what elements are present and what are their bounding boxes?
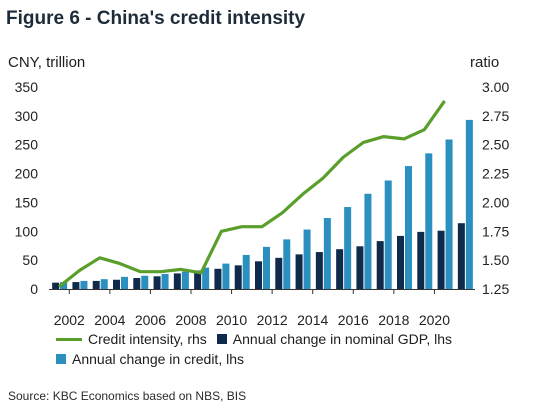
credit-bar bbox=[323, 218, 331, 289]
chart-plot: 0 50 100 150 200 250 300 350 1.25 1.50 1.75 2.00 2.… bbox=[15, 79, 510, 328]
x-tick-label: 2010 bbox=[216, 312, 247, 328]
gdp-bar bbox=[133, 278, 141, 289]
left-tick-label: 350 bbox=[15, 79, 39, 95]
chart-title: Figure 6 - China's credit intensity bbox=[6, 8, 306, 29]
credit-intensity-line bbox=[58, 99, 446, 288]
gdp-bar bbox=[113, 279, 120, 289]
gdp-bar bbox=[72, 282, 80, 289]
right-tick-label: 2.50 bbox=[482, 137, 509, 153]
credit-bar bbox=[202, 267, 210, 289]
left-tick-label: 0 bbox=[30, 281, 38, 297]
credit-bar bbox=[242, 254, 250, 289]
left-axis-unit: CNY, trillion bbox=[8, 54, 86, 71]
gdp-bar bbox=[92, 280, 100, 289]
legend-item-gdp: Annual change in nominal GDP, lhs bbox=[216, 331, 452, 347]
x-tick-label: 2002 bbox=[54, 312, 85, 328]
credit-bar bbox=[222, 263, 230, 289]
right-tick-label: 2.75 bbox=[482, 108, 509, 124]
legend-swatch-line bbox=[56, 337, 82, 341]
source-note: Source: KBC Economics based on NBS, BIS bbox=[8, 389, 247, 403]
gdp-bar bbox=[153, 276, 161, 289]
x-tick-label: 2014 bbox=[297, 312, 328, 328]
legend-swatch-box bbox=[216, 334, 227, 344]
credit-bar bbox=[425, 153, 433, 289]
right-tick-label: 1.75 bbox=[482, 223, 509, 239]
gdp-bar bbox=[234, 265, 242, 289]
gdp-bar bbox=[52, 282, 60, 289]
legend-item-credit-intensity: Credit intensity, rhs bbox=[56, 331, 207, 347]
left-tick-label: 200 bbox=[15, 166, 39, 182]
right-tick-label: 3.00 bbox=[482, 79, 509, 95]
x-tick-label: 2008 bbox=[175, 312, 206, 328]
credit-bar bbox=[121, 276, 128, 289]
credit-bar bbox=[364, 193, 372, 289]
legend-label: Annual change in credit, lhs bbox=[72, 351, 244, 367]
right-axis-ticks: 1.25 1.50 1.75 2.00 2.25 2.50 2.75 3.00 bbox=[482, 79, 509, 297]
gdp-bar bbox=[457, 223, 465, 289]
credit-bar bbox=[263, 246, 270, 289]
left-tick-label: 50 bbox=[22, 252, 38, 268]
legend-item-credit: Annual change in credit, lhs bbox=[56, 351, 244, 367]
x-tick-label: 2006 bbox=[135, 312, 166, 328]
credit-bar bbox=[181, 271, 189, 289]
credit-bar bbox=[445, 139, 453, 289]
credit-bar bbox=[405, 166, 412, 289]
credit-bar bbox=[344, 207, 352, 289]
credit-bar bbox=[60, 282, 68, 289]
right-axis-unit: ratio bbox=[470, 54, 500, 71]
left-tick-label: 250 bbox=[15, 137, 39, 153]
gdp-bar bbox=[315, 252, 323, 289]
legend-label: Credit intensity, rhs bbox=[88, 331, 207, 347]
x-tick-label: 2012 bbox=[257, 312, 288, 328]
credit-bar bbox=[141, 275, 149, 289]
right-tick-label: 1.50 bbox=[482, 252, 509, 268]
gdp-bar bbox=[214, 268, 222, 289]
x-tick-label: 2020 bbox=[419, 312, 450, 328]
gdp-bar bbox=[417, 231, 425, 289]
gdp-bar bbox=[336, 249, 344, 289]
x-axis-ticks: 2002 2004 2006 2008 2010 2012 2014 2016 2018 2020 bbox=[54, 289, 450, 328]
gdp-bar bbox=[295, 254, 303, 289]
left-tick-label: 100 bbox=[15, 223, 39, 239]
gdp-bar bbox=[194, 270, 202, 289]
gdp-bar bbox=[173, 273, 181, 289]
right-tick-label: 2.25 bbox=[482, 166, 509, 182]
x-tick-label: 2016 bbox=[338, 312, 369, 328]
right-tick-label: 1.25 bbox=[482, 281, 509, 297]
credit-bar bbox=[384, 180, 392, 289]
credit-bar bbox=[80, 280, 88, 289]
credit-bar bbox=[465, 119, 473, 289]
credit-bar bbox=[100, 279, 108, 289]
left-tick-label: 150 bbox=[15, 194, 39, 210]
legend: Credit intensity, rhs Annual change in n… bbox=[56, 329, 462, 369]
x-tick-label: 2018 bbox=[378, 312, 409, 328]
left-tick-label: 300 bbox=[15, 108, 39, 124]
bar-series bbox=[52, 119, 473, 289]
gdp-bar bbox=[397, 235, 404, 289]
line-series bbox=[58, 99, 446, 288]
credit-bar bbox=[303, 229, 311, 289]
legend-swatch-box bbox=[56, 354, 66, 364]
x-tick-label: 2004 bbox=[94, 312, 125, 328]
left-axis-ticks: 0 50 100 150 200 250 300 350 bbox=[15, 79, 39, 297]
gdp-bar bbox=[255, 261, 262, 289]
credit-bar bbox=[283, 239, 291, 289]
gdp-bar bbox=[275, 257, 283, 289]
gdp-bar bbox=[356, 246, 364, 289]
legend-label: Annual change in nominal GDP, lhs bbox=[232, 331, 452, 347]
gdp-bar bbox=[437, 230, 445, 289]
credit-bar bbox=[161, 273, 169, 289]
gdp-bar bbox=[376, 241, 384, 289]
right-tick-label: 2.00 bbox=[482, 194, 509, 210]
